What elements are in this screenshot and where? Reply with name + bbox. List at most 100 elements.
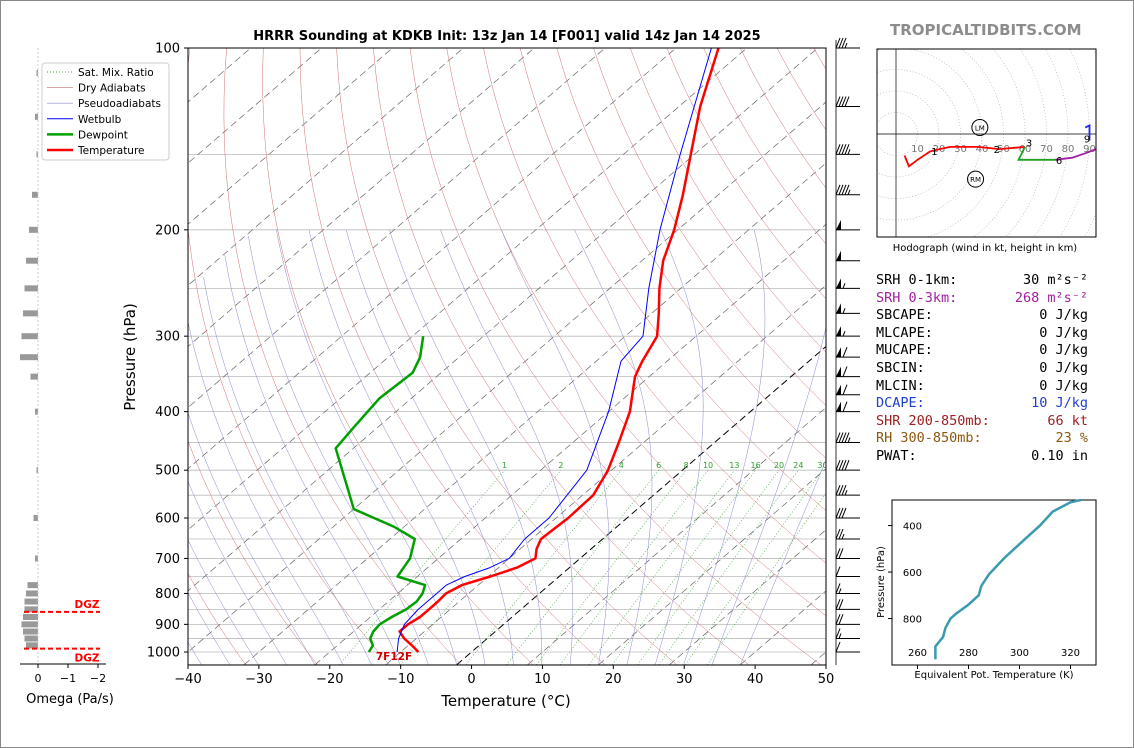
y-tick-label: 1000: [147, 646, 180, 661]
hodo-rm-label: RM: [970, 176, 981, 184]
barb-full: [835, 528, 841, 540]
barb-full: [835, 507, 841, 519]
x-tick-label: −40: [174, 672, 201, 687]
barb-half: [847, 437, 851, 443]
pseudoadiabat-line: [188, 480, 287, 665]
y-tick-label: 500: [155, 464, 180, 479]
index-label: SHR 200-850mb:: [876, 412, 990, 429]
omega-bar: [24, 606, 38, 613]
hodo-trace: [1084, 123, 1091, 141]
barb-flag: [836, 384, 841, 395]
barb-half: [842, 308, 846, 314]
mixing-ratio-line: [506, 470, 659, 665]
pseudoadiabat-line: [188, 320, 344, 665]
theta-e-xlabel: Equivalent Pot. Temperature (K): [914, 670, 1073, 681]
pseudoadiabat-line: [308, 229, 486, 665]
dry-adiabat-line: [666, 48, 826, 300]
theta-e-x-tick-label: 260: [908, 648, 927, 659]
legend-label: Dry Adiabats: [78, 83, 146, 95]
isotherm-line: [188, 48, 464, 286]
chart-title: HRRR Sounding at KDKB Init: 13z Jan 14 […: [253, 29, 760, 44]
wind-barb: [835, 614, 860, 625]
site-brand[interactable]: TROPICALTIDBITS.COM: [890, 21, 1082, 39]
index-value: 66 kt: [1047, 412, 1088, 429]
wind-barb: [836, 303, 860, 314]
index-label: SBCAPE:: [876, 307, 933, 324]
index-value: 268 m²s⁻²: [1014, 289, 1088, 306]
barb-full: [838, 184, 844, 195]
pseudoadiabat-line: [188, 592, 231, 665]
pseudoadiabat-line: [440, 229, 574, 665]
wind-barb: [835, 641, 860, 653]
index-label: MUCAPE:: [876, 342, 933, 359]
theta-e-profile: [934, 498, 1081, 660]
index-label: MLCIN:: [876, 377, 925, 394]
theta-e-y-tick-label: 400: [903, 522, 922, 533]
omega-bar: [24, 635, 38, 642]
omega-bar: [36, 151, 38, 158]
skewt-frame: [187, 47, 827, 666]
index-value: 0 J/kg: [1039, 342, 1088, 359]
omega-bar: [30, 373, 38, 380]
barb-full: [838, 614, 844, 625]
index-label: RH 300-850mb:: [876, 430, 982, 447]
wind-barb: [835, 583, 860, 594]
barb-full: [835, 144, 841, 155]
dry-adiabat-line: [446, 48, 826, 617]
hodo-trace: [903, 150, 931, 168]
barb-full: [838, 599, 844, 610]
barb-full: [844, 459, 850, 471]
legend-label: Dewpoint: [78, 129, 128, 141]
barb-half: [842, 283, 846, 289]
pseudoadiabat-line: [345, 229, 514, 665]
barb-full: [835, 614, 841, 625]
mixing-ratio-line: [560, 470, 709, 665]
index-value: 0 J/kg: [1039, 324, 1088, 341]
barb-half: [844, 42, 848, 49]
mixing-ratio-line: [685, 470, 823, 665]
profile-temperature: [398, 48, 720, 653]
omega-bar: [35, 113, 38, 120]
hodo-ring-label: 40: [976, 144, 989, 155]
barb-flag: [836, 278, 841, 289]
omega-xlabel: Omega (Pa/s): [26, 692, 114, 707]
hodo-ring-label: 80: [1062, 144, 1075, 155]
barb-full: [835, 432, 841, 443]
omega-bar: [23, 628, 38, 635]
mixing-ratio-label: 30: [817, 461, 827, 470]
isotherm-line: [598, 468, 826, 665]
wind-barb: [836, 278, 860, 289]
barb-flag: [836, 326, 841, 337]
pseudoadiabat-line: [683, 229, 766, 665]
y-tick-label: 100: [155, 42, 180, 57]
hodo-ring-label: 90: [1083, 144, 1096, 155]
pseudoadiabat-line: [574, 229, 653, 665]
omega-bar: [23, 613, 38, 620]
hodo-ring-label: 60: [1019, 144, 1032, 155]
wind-barb: [835, 566, 860, 578]
dry-adiabat-line: [519, 48, 826, 511]
hodo-lm-circle: [971, 119, 989, 137]
pseudoadiabat-line: [224, 254, 401, 665]
skewt-xlabel: Temperature (°C): [440, 692, 570, 710]
mixing-ratio-line: [658, 470, 799, 665]
dry-adiabat-line: [188, 48, 390, 665]
mixing-ratio-line: [400, 470, 562, 665]
x-tick-label: 30: [676, 672, 693, 687]
legend: Sat. Mix. Ratio Dry Adiabats Pseudoadiabat…: [41, 62, 170, 161]
theta-e-ylabel: Pressure (hPa): [876, 546, 887, 618]
y-tick-label: 600: [155, 512, 180, 527]
x-tick-label: 20: [605, 672, 622, 687]
pseudoadiabat-line: [203, 277, 372, 665]
mixing-ratio-label: 16: [751, 461, 761, 470]
barb-full: [838, 548, 844, 559]
hodo-height-marker: 6: [1056, 156, 1062, 167]
omega-bar: [26, 257, 38, 264]
profile-dewpoint: [334, 336, 427, 653]
isotherm-line: [188, 48, 677, 470]
barb-full: [838, 484, 844, 496]
barb-full: [844, 96, 850, 107]
hodo-trace: [1017, 146, 1056, 161]
barb-full: [841, 459, 847, 471]
